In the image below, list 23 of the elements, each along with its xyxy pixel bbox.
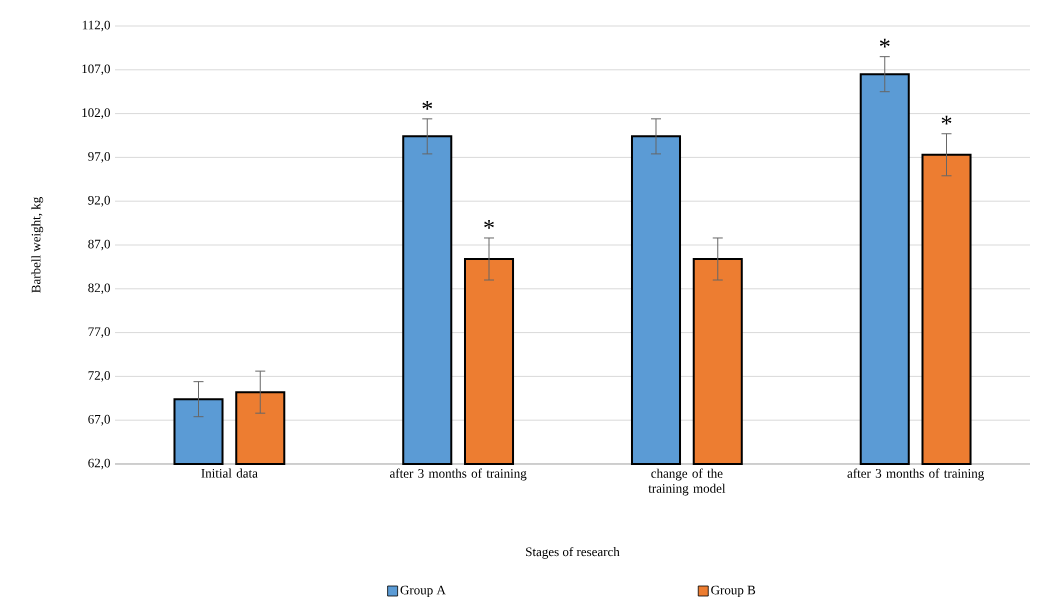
legend-label: Group B xyxy=(711,585,756,598)
x-tick-label: after 3 months of training xyxy=(389,468,527,481)
y-axis-title: Barbell weight, kg xyxy=(31,197,44,293)
y-tick-label: 102,0 xyxy=(82,108,110,119)
data-label: * xyxy=(484,220,494,229)
y-tick-label: 87,0 xyxy=(88,239,110,251)
x-tick-label: change of the training model xyxy=(648,468,726,496)
data-label: * xyxy=(422,100,433,110)
y-tick-label: 82,0 xyxy=(88,283,110,295)
y-tick-label: 77,0 xyxy=(88,327,110,338)
data-label: * xyxy=(879,38,890,48)
y-tick-label: 62,0 xyxy=(88,458,110,470)
y-tick-label: 67,0 xyxy=(88,414,110,426)
legend-label: Group A xyxy=(400,585,446,598)
y-tick-label: 97,0 xyxy=(88,152,110,163)
y-tick-label: 107,0 xyxy=(82,64,110,76)
x-tick-label: after 3 months of training xyxy=(847,468,984,481)
x-tick-label: Initial data xyxy=(201,468,258,478)
data-label: * xyxy=(941,115,952,125)
y-tick-label: 112,0 xyxy=(82,20,110,32)
y-tick-label: 92,0 xyxy=(88,195,110,207)
y-tick-label: 72,0 xyxy=(88,371,110,382)
x-axis-title: Stages of research xyxy=(526,546,620,559)
